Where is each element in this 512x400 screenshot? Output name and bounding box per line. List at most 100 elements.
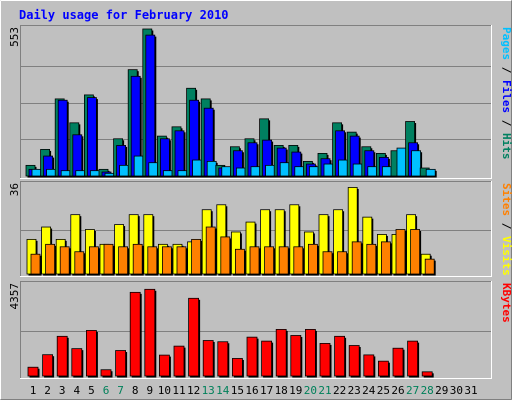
bar-sites-11 <box>176 246 188 276</box>
bar-sites-16 <box>249 246 261 276</box>
bar-kbytes-21 <box>319 343 332 378</box>
bar-kbytes-24 <box>363 354 376 378</box>
x-tick-label-15: 15 <box>231 384 244 397</box>
legend-part-middle-2: Visits <box>500 236 512 276</box>
legend-label-middle: Sites / Visits <box>500 183 512 276</box>
bar-kbytes-11 <box>173 345 186 378</box>
bar-pages-28 <box>425 168 437 178</box>
x-tick-label-18: 18 <box>275 384 288 397</box>
x-tick-label-26: 26 <box>391 384 404 397</box>
x-tick-label-28: 28 <box>421 384 434 397</box>
bar-kbytes-9 <box>144 288 157 378</box>
y-max-label-top: 553 <box>8 27 21 47</box>
bar-kbytes-27 <box>407 340 420 378</box>
x-tick-label-11: 11 <box>172 384 185 397</box>
x-tick-label-27: 27 <box>406 384 419 397</box>
bar-sites-22 <box>337 251 349 276</box>
chart-title: Daily usage for February 2010 <box>19 8 229 22</box>
bar-kbytes-4 <box>71 348 84 378</box>
bar-sites-19 <box>293 246 305 276</box>
bar-kbytes-15 <box>231 358 244 378</box>
bar-kbytes-26 <box>392 347 405 378</box>
bar-kbytes-8 <box>129 291 142 378</box>
panel-top: 553 Pages / Files / Hits <box>8 25 512 179</box>
bar-kbytes-2 <box>42 354 55 378</box>
x-tick-label-23: 23 <box>348 384 361 397</box>
bar-sites-14 <box>220 236 232 276</box>
bar-sites-5 <box>89 246 100 276</box>
bar-kbytes-16 <box>246 336 259 378</box>
legend-part-top-4: Hits <box>500 133 512 160</box>
bar-sites-25 <box>380 241 392 276</box>
x-tick-label-21: 21 <box>318 384 331 397</box>
bar-kbytes-19 <box>290 335 303 378</box>
bar-sites-10 <box>161 246 173 276</box>
bar-sites-9 <box>147 246 159 276</box>
bar-kbytes-13 <box>202 340 215 378</box>
x-tick-label-12: 12 <box>187 384 200 397</box>
bar-sites-2 <box>45 243 57 276</box>
bar-sites-8 <box>132 243 144 276</box>
x-tick-label-19: 19 <box>289 384 302 397</box>
bar-sites-12 <box>191 238 203 276</box>
bar-files-3 <box>57 99 69 178</box>
legend-part-top-3: / <box>500 113 512 133</box>
x-tick-label-3: 3 <box>59 384 66 397</box>
bar-kbytes-17 <box>261 340 274 378</box>
x-tick-label-2: 2 <box>44 384 51 397</box>
y-max-label-middle: 36 <box>8 183 21 196</box>
bar-kbytes-5 <box>86 330 98 378</box>
x-tick-label-24: 24 <box>362 384 376 397</box>
panel-middle: 36 Sites / Visits <box>8 181 512 277</box>
x-tick-label-8: 8 <box>132 384 139 397</box>
bar-kbytes-1 <box>27 366 40 378</box>
bar-kbytes-23 <box>348 345 361 378</box>
x-tick-label-7: 7 <box>117 384 124 397</box>
legend-part-middle-0: Sites <box>500 183 512 216</box>
x-tick-label-14: 14 <box>216 384 230 397</box>
bar-sites-6 <box>103 243 115 276</box>
x-tick-label-10: 10 <box>158 384 171 397</box>
bar-kbytes-3 <box>56 335 69 378</box>
bar-sites-3 <box>59 246 71 276</box>
bar-files-5 <box>87 97 98 178</box>
bar-sites-13 <box>205 226 217 276</box>
bar-sites-1 <box>30 253 42 276</box>
x-tick-label-6: 6 <box>103 384 110 397</box>
bar-sites-21 <box>322 251 334 276</box>
bar-kbytes-6 <box>100 369 113 378</box>
legend-label-top: Pages / Files / Hits <box>500 27 512 160</box>
x-tick-label-13: 13 <box>202 384 215 397</box>
bar-kbytes-28 <box>421 371 434 378</box>
bar-kbytes-25 <box>377 360 390 378</box>
bar-sites-18 <box>278 246 290 276</box>
bar-sites-28 <box>424 258 436 276</box>
legend-part-top-1: / <box>500 60 512 80</box>
bar-kbytes-18 <box>275 329 288 378</box>
legend-part-top-0: Pages <box>500 27 512 60</box>
bar-kbytes-14 <box>217 341 230 378</box>
legend-part-bottom-0: KBytes <box>500 283 512 323</box>
x-tick-label-29: 29 <box>435 384 448 397</box>
bar-sites-20 <box>307 243 319 276</box>
x-tick-label-20: 20 <box>304 384 317 397</box>
bar-sites-17 <box>264 246 276 276</box>
x-tick-label-4: 4 <box>73 384 80 397</box>
bar-kbytes-7 <box>115 350 128 378</box>
legend-label-bottom: KBytes <box>500 283 512 323</box>
bar-kbytes-22 <box>334 335 347 378</box>
bar-sites-24 <box>366 243 378 276</box>
panel-bottom: 4357 KBytes <box>8 281 512 379</box>
bar-pages-27 <box>411 150 423 178</box>
bar-kbytes-20 <box>304 329 317 378</box>
x-tick-label-25: 25 <box>377 384 390 397</box>
bar-sites-23 <box>351 241 363 276</box>
bar-files-9 <box>145 34 157 178</box>
bar-sites-26 <box>395 229 407 276</box>
x-tick-label-16: 16 <box>245 384 258 397</box>
bar-sites-7 <box>118 246 130 276</box>
bar-sites-15 <box>234 248 246 276</box>
x-tick-label-5: 5 <box>88 384 95 397</box>
x-tick-label-30: 30 <box>450 384 463 397</box>
